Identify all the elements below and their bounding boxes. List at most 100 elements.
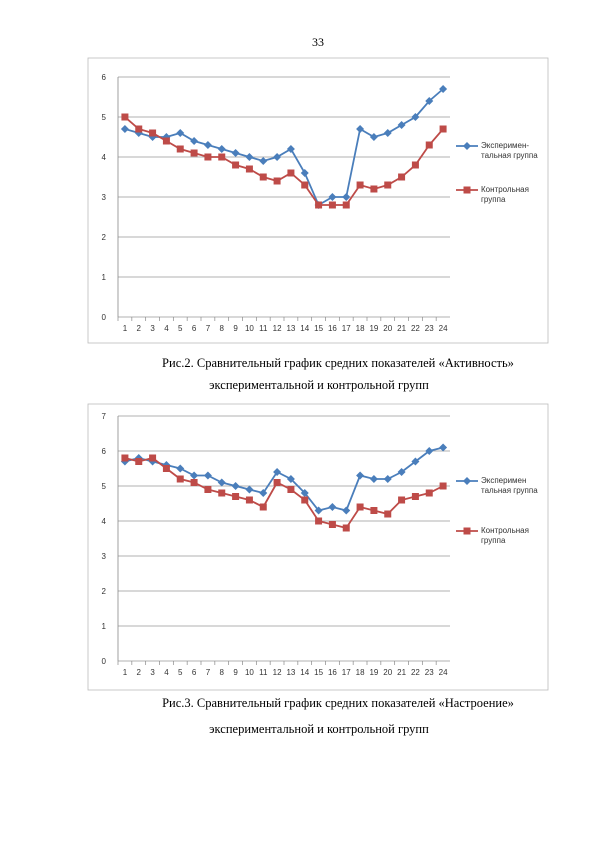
x-tick-label: 18 bbox=[356, 324, 365, 333]
marker bbox=[245, 485, 254, 494]
marker bbox=[463, 142, 471, 150]
marker bbox=[259, 173, 267, 181]
legend-label: Контрольная группа bbox=[481, 185, 529, 204]
x-tick-label: 8 bbox=[220, 668, 225, 677]
x-tick-label: 21 bbox=[397, 324, 406, 333]
marker bbox=[328, 521, 336, 528]
figure-caption: экспериментальной и контрольной групп bbox=[209, 722, 429, 736]
marker bbox=[463, 477, 471, 485]
marker bbox=[315, 201, 323, 209]
x-tick-label: 17 bbox=[342, 668, 351, 677]
marker bbox=[121, 113, 129, 121]
y-tick-label: 3 bbox=[102, 552, 107, 561]
marker bbox=[356, 125, 365, 133]
y-tick-label: 3 bbox=[102, 193, 107, 202]
marker bbox=[232, 161, 240, 169]
marker bbox=[383, 129, 392, 137]
marker bbox=[162, 465, 170, 472]
x-tick-label: 9 bbox=[233, 324, 238, 333]
y-tick-label: 0 bbox=[102, 313, 107, 322]
marker bbox=[190, 137, 199, 145]
marker bbox=[217, 478, 226, 487]
x-tick-label: 10 bbox=[245, 668, 254, 677]
marker bbox=[384, 510, 392, 518]
x-tick-label: 3 bbox=[150, 324, 155, 333]
x-tick-label: 16 bbox=[328, 324, 337, 333]
marker bbox=[287, 169, 295, 177]
marker bbox=[218, 153, 226, 161]
marker bbox=[245, 165, 253, 173]
x-tick-label: 4 bbox=[164, 668, 169, 677]
x-tick-label: 1 bbox=[123, 324, 128, 333]
marker bbox=[425, 447, 434, 455]
x-tick-label: 23 bbox=[425, 324, 434, 333]
y-tick-label: 4 bbox=[102, 517, 107, 526]
x-tick-label: 24 bbox=[439, 324, 448, 333]
chart-frame bbox=[87, 403, 549, 691]
marker bbox=[383, 475, 392, 483]
x-tick-label: 19 bbox=[369, 668, 378, 677]
x-tick-label: 14 bbox=[300, 324, 309, 333]
marker bbox=[287, 486, 295, 493]
x-tick-label: 8 bbox=[220, 324, 225, 333]
marker bbox=[370, 507, 378, 514]
marker bbox=[301, 181, 309, 189]
marker bbox=[425, 97, 434, 105]
marker bbox=[218, 489, 226, 497]
marker bbox=[232, 493, 240, 500]
x-tick-label: 20 bbox=[383, 668, 392, 677]
y-tick-label: 1 bbox=[102, 622, 107, 631]
marker bbox=[369, 133, 378, 141]
marker bbox=[439, 482, 447, 490]
marker bbox=[273, 468, 282, 476]
y-tick-label: 4 bbox=[102, 153, 107, 162]
marker bbox=[190, 471, 199, 480]
marker bbox=[149, 454, 157, 462]
marker bbox=[342, 506, 351, 515]
marker bbox=[286, 475, 295, 483]
marker bbox=[439, 443, 448, 452]
marker bbox=[411, 493, 419, 500]
series-line bbox=[124, 446, 444, 512]
marker bbox=[273, 479, 281, 486]
marker bbox=[273, 177, 281, 185]
figure-caption: экспериментальной и контрольной групп bbox=[209, 378, 429, 392]
y-tick-label: 0 bbox=[102, 657, 107, 666]
marker bbox=[328, 201, 336, 209]
x-tick-label: 13 bbox=[286, 324, 295, 333]
marker bbox=[190, 479, 198, 486]
marker bbox=[398, 173, 406, 181]
marker bbox=[356, 471, 365, 480]
x-tick-label: 22 bbox=[411, 668, 420, 677]
marker bbox=[273, 153, 282, 161]
x-tick-label: 7 bbox=[206, 668, 211, 677]
x-tick-label: 5 bbox=[178, 668, 183, 677]
x-tick-label: 17 bbox=[342, 324, 351, 333]
x-tick-label: 9 bbox=[233, 668, 238, 677]
marker bbox=[217, 145, 226, 153]
x-tick-label: 7 bbox=[206, 324, 211, 333]
marker bbox=[411, 457, 420, 466]
marker bbox=[397, 468, 406, 476]
marker bbox=[121, 454, 129, 462]
series-line bbox=[124, 88, 444, 207]
x-tick-label: 6 bbox=[192, 668, 197, 677]
marker bbox=[425, 489, 433, 497]
legend-label: Эксперимен- тальная группа bbox=[481, 141, 538, 160]
marker bbox=[398, 496, 406, 504]
x-tick-label: 18 bbox=[356, 668, 365, 677]
y-tick-label: 6 bbox=[102, 447, 107, 456]
x-tick-label: 15 bbox=[314, 324, 323, 333]
marker bbox=[463, 186, 471, 194]
marker bbox=[245, 496, 253, 504]
x-tick-label: 12 bbox=[273, 324, 282, 333]
marker bbox=[259, 157, 268, 165]
marker bbox=[356, 181, 364, 189]
y-tick-label: 5 bbox=[102, 482, 107, 491]
y-tick-label: 1 bbox=[102, 273, 107, 282]
marker bbox=[301, 496, 309, 504]
marker bbox=[300, 489, 309, 497]
x-tick-label: 16 bbox=[328, 668, 337, 677]
